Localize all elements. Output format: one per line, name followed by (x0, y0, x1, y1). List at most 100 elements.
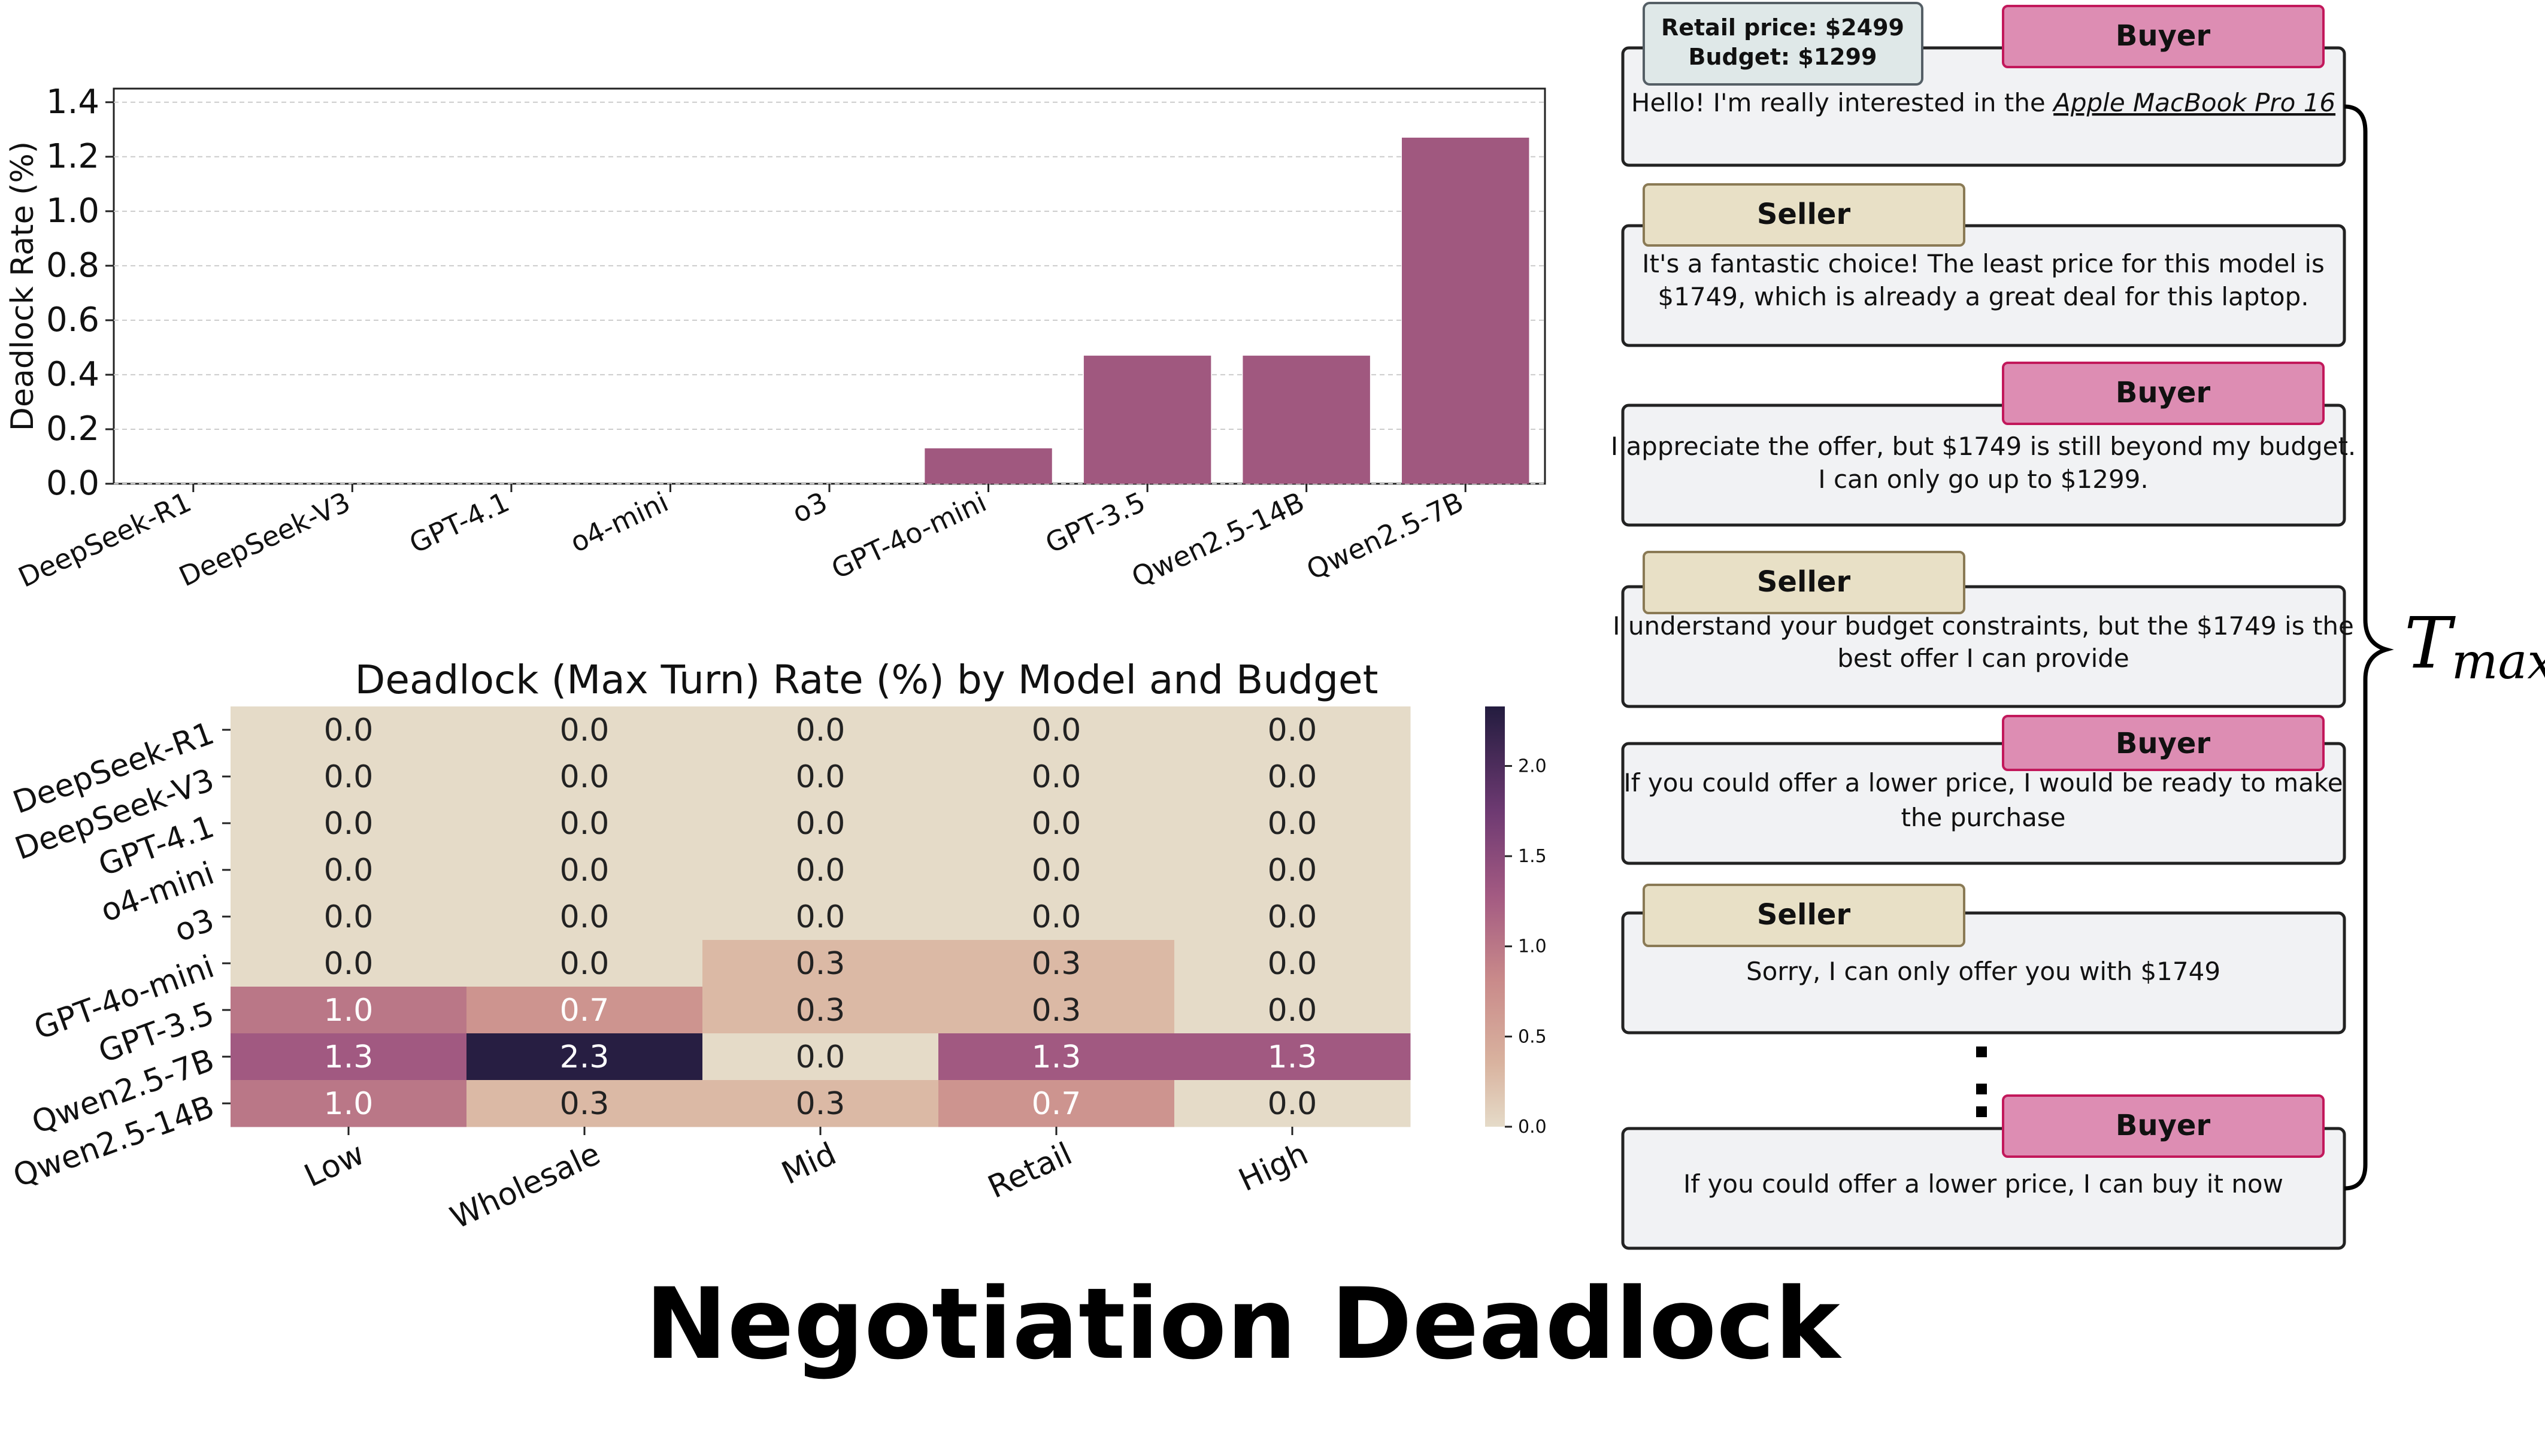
seller-tag-3 (1643, 884, 1965, 947)
heatmap-cell-label: 0.0 (796, 899, 846, 935)
heatmap-column-label: Low (299, 1136, 369, 1194)
bar-y-tick-label: 0.2 (46, 410, 99, 448)
bar-y-tick-label: 1.0 (46, 192, 99, 230)
heatmap-cell-label: 0.0 (1268, 899, 1317, 935)
message-bubble-5 (1621, 742, 2346, 865)
heatmap-cell-label: 0.3 (1032, 946, 1081, 982)
curly-brace-icon (2344, 104, 2394, 1191)
heatmap-cell-label: 0.3 (796, 946, 846, 982)
colorbar-tick-label: 0.5 (1518, 1026, 1547, 1047)
colorbar-tick-label: 1.0 (1518, 936, 1547, 957)
buyer-tag-2-label: Buyer (2116, 376, 2211, 410)
heatmap-cell-label: 0.0 (796, 806, 846, 842)
message-2-line-1: It's a fantastic choice! The least price… (1642, 249, 2325, 278)
heatmap-cell (938, 1080, 1175, 1127)
message-7-text: If you could offer a lower price, I can … (1683, 1169, 2283, 1199)
seller-tag-3-label: Seller (1757, 898, 1851, 932)
heatmap-cell (938, 987, 1175, 1034)
bar-marks (925, 137, 1529, 484)
heatmap: Deadlock (Max Turn) Rate (%) by Model an… (8, 657, 1547, 1236)
heatmap-cell (231, 800, 467, 847)
bar-x-tick-label: o4-mini (565, 486, 673, 559)
buyer-tag-1 (2002, 5, 2325, 68)
heatmap-cell-label: 0.0 (324, 899, 374, 935)
heatmap-cell (231, 847, 467, 894)
colorbar-tick-label: 2.0 (1518, 756, 1547, 776)
heatmap-cell (466, 800, 703, 847)
heatmap-cell (1174, 847, 1411, 894)
heatmap-cell (1174, 1033, 1411, 1081)
buyer-tag-1-label: Buyer (2116, 19, 2211, 53)
buyer-tag-3 (2002, 715, 2325, 771)
message-1-text: Hello! I'm really interested in the Appl… (1631, 88, 2335, 117)
heatmap-cell (938, 753, 1175, 800)
heatmap-cell-label: 0.0 (560, 899, 610, 935)
message-3-line-2: I can only go up to $1299. (1818, 465, 2149, 494)
heatmap-cell-label: 0.0 (324, 946, 374, 982)
heatmap-cell (938, 1033, 1175, 1081)
message-4-line-1: I understand your budget constraints, bu… (1613, 611, 2354, 641)
heatmap-row-labels: DeepSeek-R1DeepSeek-V3GPT-4.1o4-minio3GP… (8, 715, 231, 1195)
buyer-tag-4 (2002, 1094, 2325, 1158)
colorbar-ticks: 0.0 0.5 1.0 1.5 2.0 (1505, 756, 1547, 1138)
heatmap-cell-label: 2.3 (560, 1039, 610, 1075)
heatmap-cell (466, 1080, 703, 1127)
bar (1243, 356, 1370, 484)
heatmap-cell (466, 847, 703, 894)
heatmap-cell (231, 1033, 467, 1081)
heatmap-cell-label: 0.0 (1032, 712, 1081, 748)
heatmap-cell (231, 1080, 467, 1127)
heatmap-cell (938, 800, 1175, 847)
bar (1402, 137, 1529, 484)
heatmap-cell-label: 0.0 (796, 759, 846, 795)
bar-y-ticks: 0.0 0.2 0.4 0.6 0.8 1.0 1.2 1.4 (46, 83, 114, 503)
heatmap-cell-label: 0.0 (1032, 899, 1081, 935)
seller-tag-2 (1643, 551, 1965, 614)
heatmap-cell (702, 987, 939, 1034)
message-5-line-2: the purchase (1901, 803, 2065, 832)
heatmap-cell (702, 847, 939, 894)
bar-y-tick-label: 0.6 (46, 301, 99, 339)
heatmap-cell (1174, 753, 1411, 800)
heatmap-cell (702, 1033, 939, 1081)
heatmap-column-label: High (1234, 1136, 1314, 1199)
message-2-line-2: $1749, which is already a great deal for… (1658, 282, 2308, 311)
heatmap-cell-label: 0.0 (560, 806, 610, 842)
dialogue-panel: Hello! I'm really interested in the Appl… (1611, 2, 2545, 1250)
heatmap-cell (231, 940, 467, 987)
heatmap-cell (938, 940, 1175, 987)
heatmap-cell-label: 0.0 (1032, 806, 1081, 842)
heatmap-cell-label: 0.3 (796, 993, 846, 1029)
heatmap-cell-label: 0.0 (1268, 853, 1317, 888)
bar-x-tick-label: GPT-4.1 (404, 486, 514, 560)
heatmap-cell (1174, 800, 1411, 847)
heatmap-cell-label: 0.7 (1032, 1086, 1081, 1122)
ellipsis-icon (1976, 1046, 1987, 1117)
colorbar-tick-label: 1.5 (1518, 846, 1547, 867)
heatmap-cell (702, 940, 939, 987)
heatmap-cell-label: 0.0 (796, 853, 846, 888)
heatmap-cell (702, 893, 939, 941)
colorbar-tick-label: 0.0 (1518, 1117, 1547, 1138)
heatmap-cell (231, 987, 467, 1034)
heatmap-cell-label: 0.0 (1268, 759, 1317, 795)
bar-y-tick-label: 0.4 (46, 355, 99, 394)
message-bubble-4 (1621, 585, 2346, 708)
heatmap-cell-label: 0.3 (796, 1086, 846, 1122)
heatmap-cell-label: 0.0 (1268, 712, 1317, 748)
heatmap-cell-label: 0.0 (324, 712, 374, 748)
heatmap-cell-label: 0.0 (560, 946, 610, 982)
heatmap-cell (938, 847, 1175, 894)
heatmap-cell-label: 0.3 (560, 1086, 610, 1122)
heatmap-cell-label: 0.0 (560, 759, 610, 795)
heatmap-cell (466, 893, 703, 941)
bar-y-tick-label: 1.2 (46, 137, 99, 176)
heatmap-cell-label: 0.0 (796, 1039, 846, 1075)
heatmap-cell (466, 753, 703, 800)
heatmap-cell-label: 0.0 (796, 712, 846, 748)
heatmap-cell (466, 940, 703, 987)
bar (1083, 356, 1211, 484)
heatmap-column-labels: Low Wholesale Mid Retail High (299, 1127, 1313, 1236)
seller-tag-1 (1643, 183, 1965, 247)
